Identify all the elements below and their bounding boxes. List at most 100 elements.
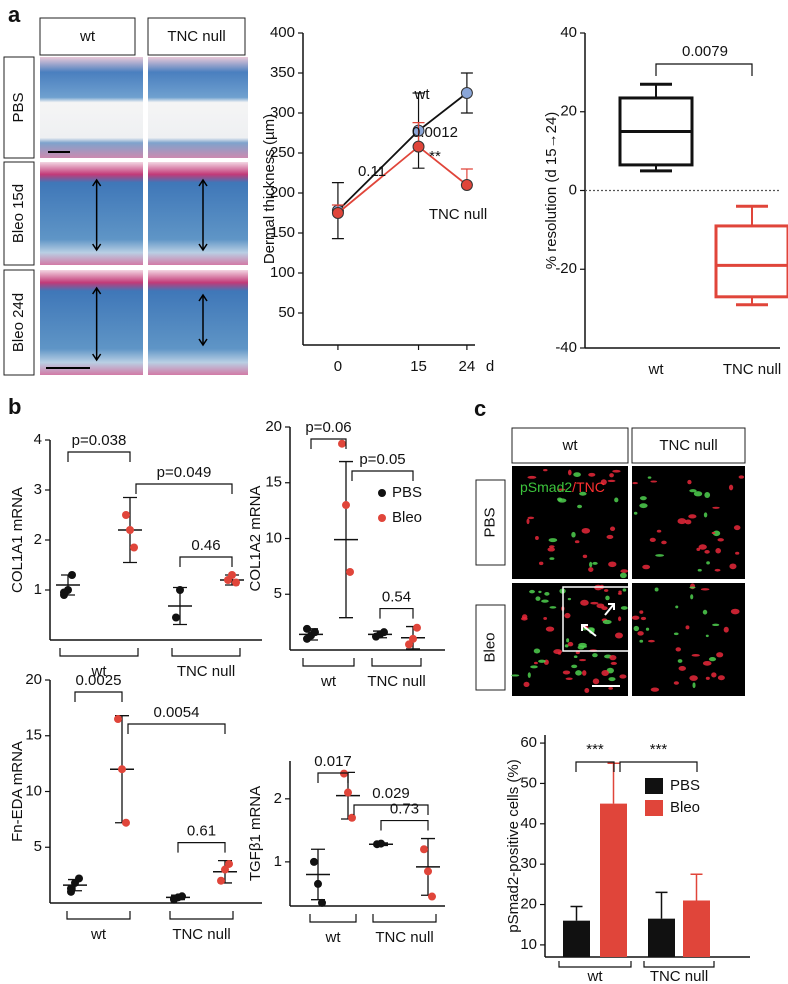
cell-signal <box>521 614 528 620</box>
cell-signal <box>543 468 548 472</box>
cell-signal <box>700 588 710 591</box>
cell-signal <box>712 530 721 537</box>
cell-signal <box>712 623 720 627</box>
y-tick-label: 200 <box>270 184 295 201</box>
cell-signal <box>704 492 711 499</box>
cell-signal <box>633 625 640 632</box>
cell-signal <box>608 686 614 690</box>
cell-signal <box>582 670 587 676</box>
cell-signal <box>617 592 622 595</box>
data-point <box>122 818 130 827</box>
cell-signal <box>549 557 555 560</box>
group-label: wt <box>325 929 342 946</box>
inset-arrow <box>581 603 615 637</box>
group-bracket <box>66 911 131 920</box>
error-bar <box>412 92 425 169</box>
data-point <box>338 439 346 448</box>
column-header-box <box>631 427 746 464</box>
cell-signal <box>610 661 617 665</box>
cell-signal <box>603 589 609 592</box>
cell-signal <box>622 588 627 592</box>
data-point <box>311 628 319 637</box>
comparison-bracket <box>67 451 131 462</box>
cell-signal <box>712 506 720 509</box>
y-tick-label: 20 <box>560 103 577 120</box>
annotation: *** <box>650 741 668 758</box>
error-bar <box>570 905 583 921</box>
y-tick-label: 40 <box>520 815 537 832</box>
y-tick-label: 4 <box>34 431 42 448</box>
cell-signal <box>538 590 542 594</box>
cell-signal <box>689 489 697 493</box>
cell-signal <box>687 479 692 485</box>
panel-label: b <box>8 394 21 419</box>
cell-signal <box>703 512 708 518</box>
cell-signal <box>620 572 627 579</box>
arrow-head <box>92 178 102 252</box>
cell-signal <box>697 568 702 572</box>
data-point <box>409 634 417 643</box>
cell-signal <box>533 648 541 654</box>
data-point <box>130 543 138 552</box>
cell-signal <box>602 619 612 625</box>
cell-signal <box>575 651 580 655</box>
cell-signal <box>608 677 616 682</box>
cell-signal <box>548 538 558 543</box>
x-tick-label: wt <box>648 361 665 378</box>
cell-signal <box>573 655 578 659</box>
group-label: wt <box>587 968 604 984</box>
y-tick-label: 10 <box>265 529 282 546</box>
cell-signal <box>609 654 617 661</box>
series-label: wt <box>414 86 431 103</box>
annotation: 0.0012 <box>412 124 458 141</box>
arrow-head <box>198 293 208 347</box>
y-tick-label: 50 <box>520 774 537 791</box>
group-label: wt <box>320 673 337 690</box>
cell-signal <box>715 548 721 554</box>
cell-signal <box>735 551 740 555</box>
data-point <box>460 179 473 191</box>
x-tick-label: TNC null <box>723 361 781 378</box>
cell-signal <box>571 531 576 538</box>
comparison-label: 0.73 <box>390 801 419 818</box>
cell-signal <box>656 529 662 533</box>
cell-signal <box>738 475 745 479</box>
cell-signal <box>557 497 563 502</box>
data-point <box>176 586 184 594</box>
row-header: Bleo 15d <box>10 184 27 243</box>
cell-signal <box>728 484 734 491</box>
error-bar <box>655 891 668 919</box>
cell-signal <box>675 605 679 609</box>
data-point <box>331 207 344 219</box>
inset <box>562 586 630 652</box>
tissue-image <box>148 57 248 158</box>
cell-signal <box>647 476 652 479</box>
bar <box>648 918 675 957</box>
cell-signal <box>673 681 679 685</box>
cell-signal <box>526 518 530 525</box>
cell-signal <box>677 518 687 525</box>
group-bracket <box>643 961 715 968</box>
y-tick-label: 5 <box>274 585 282 602</box>
cell-signal <box>549 606 557 609</box>
column-header-box <box>39 17 136 56</box>
group-label: TNC null <box>375 929 433 946</box>
cell-signal <box>645 627 650 631</box>
column-header: TNC null <box>659 437 717 454</box>
cell-signal <box>592 678 600 685</box>
data-point <box>413 623 421 632</box>
data-point <box>340 769 348 778</box>
cell-signal <box>685 625 690 630</box>
column-header: wt <box>79 28 96 45</box>
data-point <box>172 613 180 622</box>
cell-signal <box>610 526 616 532</box>
column-header: wt <box>562 437 579 454</box>
y-tick-label: 10 <box>520 936 537 953</box>
cell-signal <box>614 497 619 503</box>
comparison-bracket <box>353 804 429 815</box>
box <box>714 224 788 299</box>
cell-signal <box>717 538 724 542</box>
cell-signal <box>580 599 589 606</box>
cell-signal <box>605 595 610 601</box>
group-label: TNC null <box>650 968 708 984</box>
